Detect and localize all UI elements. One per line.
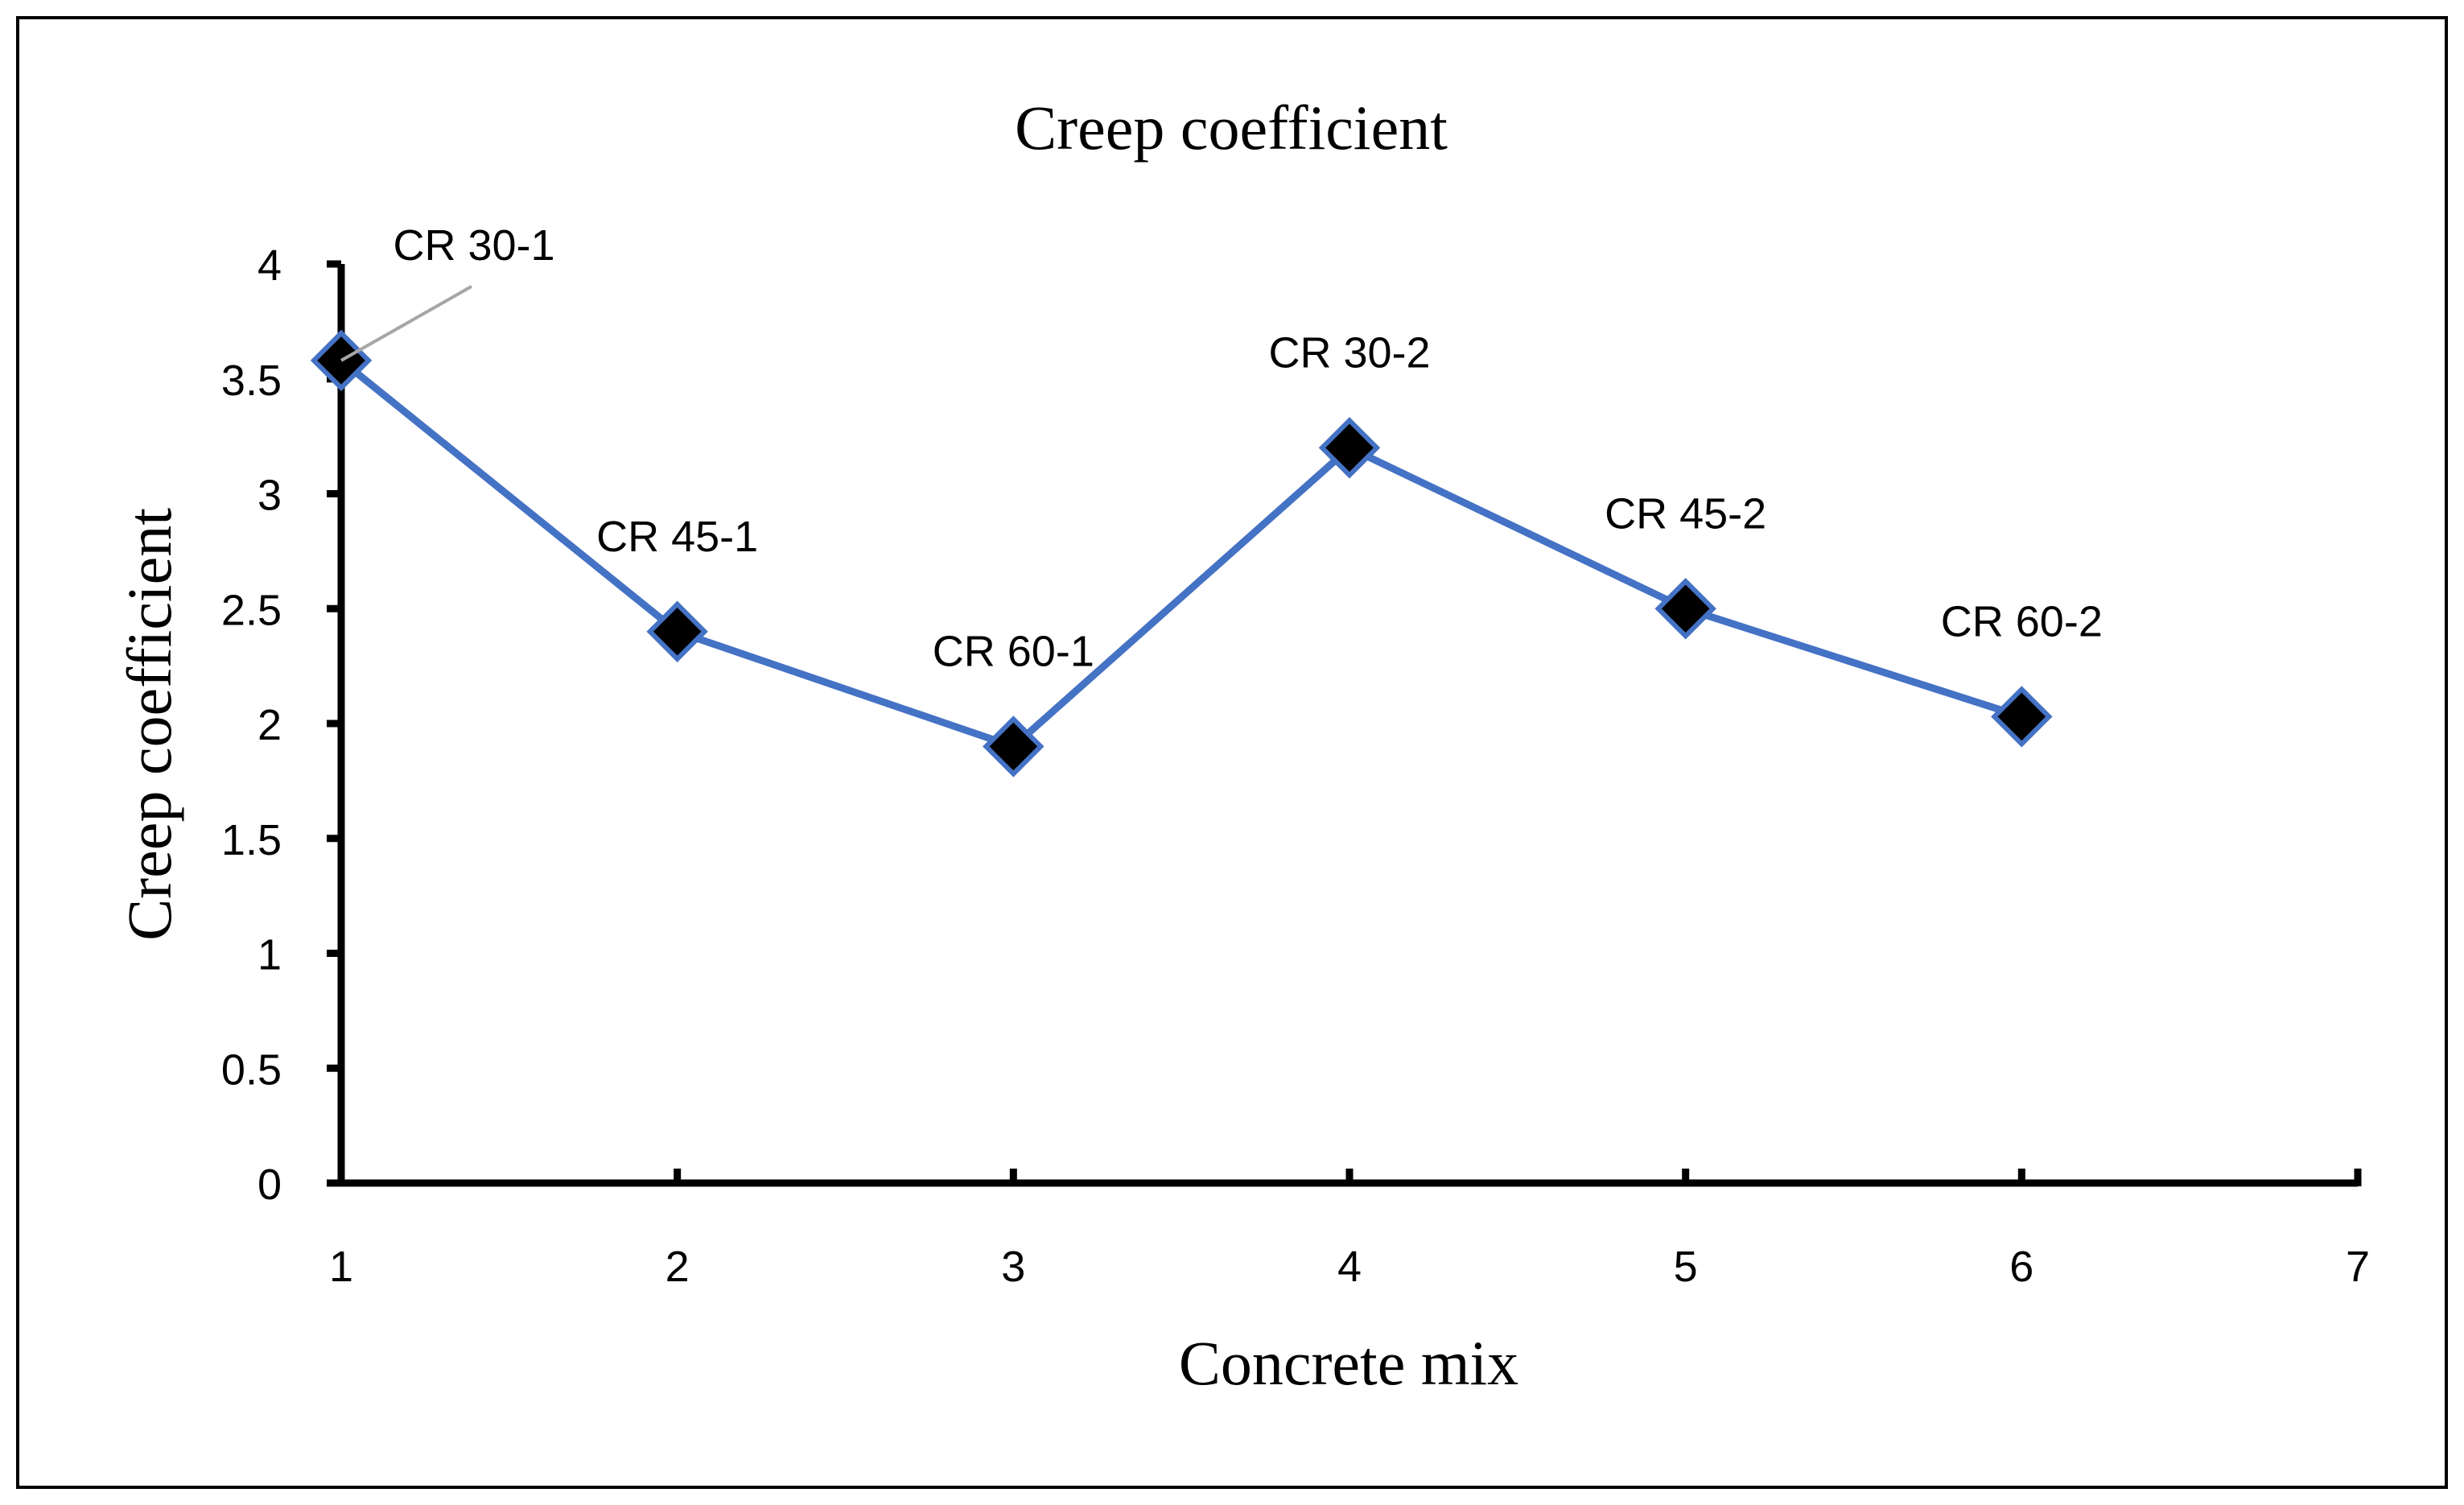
x-tick-label: 2 <box>665 1243 690 1291</box>
y-tick-label: 3 <box>258 472 282 520</box>
x-tick-label: 7 <box>2346 1243 2370 1291</box>
data-label-leader-line <box>340 285 472 362</box>
data-label: CR 60-2 <box>1941 597 2103 645</box>
y-tick-label: 2.5 <box>221 586 282 634</box>
series-creep-coefficient <box>310 329 2053 777</box>
y-axis: 0 0.5 1 1.5 2 2.5 3 3.5 4 <box>221 241 345 1209</box>
y-tick-label: 0.5 <box>221 1045 282 1094</box>
data-label: CR 60-1 <box>933 628 1094 676</box>
chart-frame <box>16 16 2448 1489</box>
y-tick-label: 4 <box>258 241 282 290</box>
x-tick-label: 4 <box>1337 1243 1362 1291</box>
x-tick-label: 1 <box>329 1243 353 1291</box>
x-axis: 1 2 3 4 5 6 7 <box>329 1169 2370 1291</box>
data-label: CR 45-2 <box>1605 489 1766 538</box>
data-point-marker <box>1991 686 2053 748</box>
x-tick-label: 6 <box>2009 1243 2033 1291</box>
y-tick-label: 1.5 <box>221 816 282 864</box>
x-axis-title: Concrete mix <box>1179 1328 1518 1398</box>
data-label: CR 30-2 <box>1268 328 1430 377</box>
data-point-marker <box>646 600 708 663</box>
data-label: CR 45-1 <box>596 513 758 561</box>
x-tick-label: 5 <box>1674 1243 1698 1291</box>
y-tick-label: 3.5 <box>221 357 282 405</box>
data-point-marker <box>1318 417 1381 479</box>
y-axis-title: Creep coefficient <box>114 508 184 941</box>
y-tick-label: 2 <box>258 701 282 749</box>
y-tick-label: 0 <box>258 1161 282 1209</box>
chart-title: Creep coefficient <box>1015 93 1448 163</box>
series-line <box>339 357 2023 751</box>
data-label: CR 30-1 <box>393 221 554 270</box>
x-tick-label: 3 <box>1001 1243 1025 1291</box>
data-point-marker <box>983 715 1045 777</box>
data-point-marker <box>1654 578 1716 640</box>
data-labels: CR 30-1 CR 45-1 CR 60-1 CR 30-2 CR 45-2 CR 60… <box>340 221 2103 676</box>
y-tick-label: 1 <box>258 931 282 979</box>
